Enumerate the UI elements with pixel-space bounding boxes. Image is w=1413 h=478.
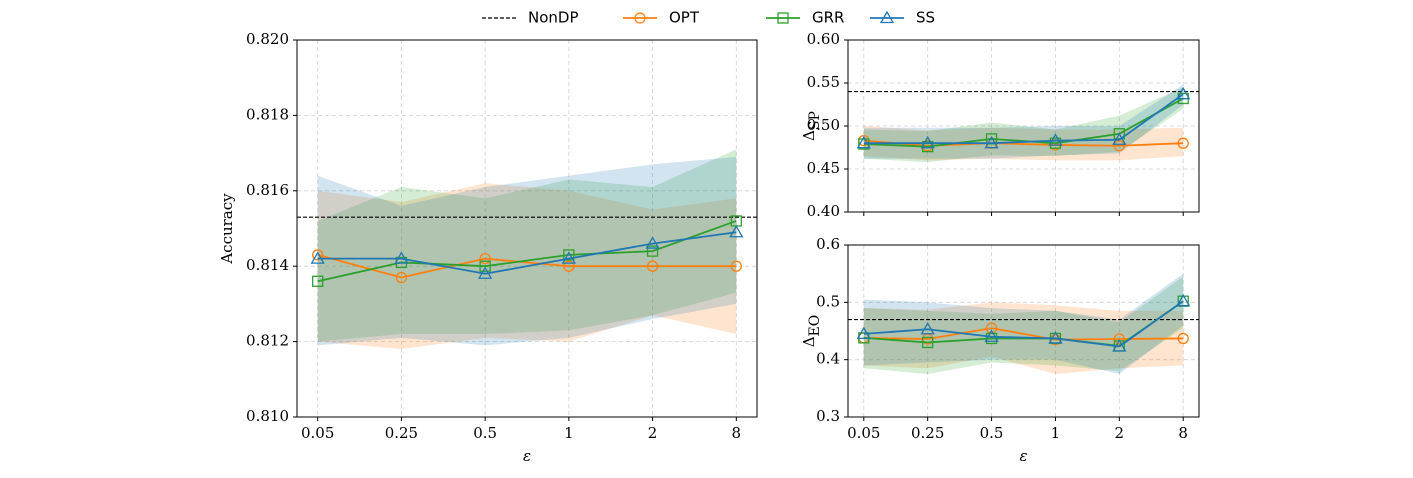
- x-tick-label: 0.05: [847, 424, 880, 442]
- y-label-main: Δ: [800, 130, 818, 141]
- subplot: 0.810 0.812 0.814 0.816 0.818 0.820 0.05 0.25 0.…: [218, 30, 758, 465]
- series-line: [863, 93, 1184, 145]
- marker: [1113, 333, 1125, 345]
- y-tick-label: 0.818: [246, 105, 289, 123]
- legend: NonDP OPT GRR SS: [482, 9, 935, 27]
- marker: [1112, 132, 1127, 145]
- y-label-sub: SP: [807, 111, 823, 130]
- x-tick-label: 0.05: [301, 424, 334, 442]
- x-tick-label: 0.5: [980, 424, 1004, 442]
- axes-frame: [296, 39, 758, 418]
- axes-frame: [847, 39, 1200, 213]
- marker: [478, 266, 493, 279]
- x-axis-label: ε: [523, 447, 531, 465]
- marker: [563, 249, 575, 261]
- series-line: [317, 254, 737, 279]
- y-axis-label: ΔSP: [800, 111, 823, 141]
- y-axis-label: ΔEO: [800, 315, 823, 348]
- y-tick-label: 0.50: [807, 116, 840, 134]
- y-tick-label: 0.820: [246, 30, 289, 48]
- subplot: 0.40 0.45 0.50 0.55 0.60 ΔSP: [800, 30, 1200, 220]
- confidence-band: [317, 156, 737, 346]
- x-tick-label: 0.25: [385, 424, 418, 442]
- x-tick-label: 1: [1051, 424, 1061, 442]
- marker: [395, 271, 408, 284]
- marker: [730, 260, 742, 272]
- x-axis-label: ε: [1019, 447, 1027, 465]
- y-label-sub: EO: [807, 315, 823, 337]
- legend-label: SS: [916, 9, 935, 27]
- marker: [479, 260, 491, 272]
- y-label-main: Accuracy: [218, 193, 236, 265]
- y-tick-label: 0.5: [816, 292, 840, 310]
- marker: [920, 321, 935, 335]
- marker: [1048, 331, 1063, 344]
- x-tick-label: 8: [732, 424, 742, 442]
- y-tick-label: 0.810: [246, 407, 289, 425]
- marker: [922, 336, 934, 349]
- y-axis-label: Accuracy: [218, 193, 236, 265]
- y-tick-label: 0.40: [807, 202, 840, 220]
- marker: [645, 236, 660, 249]
- confidence-band: [863, 276, 1184, 374]
- marker: [1112, 339, 1127, 352]
- marker: [310, 251, 325, 264]
- y-tick-label: 0.816: [246, 181, 289, 199]
- marker: [1177, 332, 1189, 345]
- marker: [856, 326, 871, 340]
- marker: [1048, 133, 1063, 146]
- marker: [729, 224, 744, 238]
- y-label-main: Δ: [800, 336, 818, 347]
- x-tick-label: 0.5: [473, 424, 497, 442]
- x-tick-label: 8: [1178, 424, 1188, 442]
- legend-label: GRR: [812, 9, 844, 27]
- marker: [561, 251, 576, 264]
- marker: [920, 135, 935, 149]
- marker: [312, 275, 324, 287]
- series-line: [317, 231, 737, 275]
- x-tick-label: 2: [1115, 424, 1125, 442]
- legend-label: NonDP: [528, 9, 579, 27]
- axes-frame: [847, 244, 1200, 418]
- y-tick-label: 0.814: [246, 256, 289, 274]
- y-tick-label: 0.6: [816, 235, 840, 253]
- y-tick-label: 0.45: [807, 159, 840, 177]
- y-tick-label: 0.812: [246, 332, 289, 350]
- marker: [646, 260, 659, 272]
- x-tick-label: 2: [648, 424, 658, 442]
- series-line: [863, 300, 1184, 348]
- marker: [1113, 140, 1125, 152]
- marker: [563, 260, 575, 272]
- marker: [879, 10, 895, 24]
- y-tick-label: 0.55: [807, 73, 840, 91]
- marker: [1176, 86, 1191, 100]
- y-tick-label: 0.3: [816, 407, 840, 425]
- marker: [646, 245, 659, 257]
- marker: [1176, 293, 1191, 307]
- x-tick-label: 0.25: [911, 424, 944, 442]
- series-line: [317, 220, 737, 283]
- confidence-band: [317, 149, 737, 342]
- x-tick-label: 1: [564, 424, 574, 442]
- y-tick-label: 0.60: [807, 30, 840, 48]
- marker: [777, 12, 789, 24]
- y-tick-label: 0.4: [816, 350, 840, 368]
- series-line: [863, 139, 1184, 147]
- subplot: 0.3 0.4 0.5 0.6 0.05 0.25 0.5 1 2 8 ΔEO ε: [800, 235, 1200, 465]
- marker: [394, 251, 409, 264]
- marker: [856, 135, 871, 149]
- marker: [312, 249, 324, 261]
- marker: [984, 329, 999, 342]
- marker: [984, 135, 999, 149]
- marker: [479, 253, 491, 265]
- legend-label: OPT: [669, 9, 700, 27]
- confidence-band: [863, 273, 1184, 374]
- marker: [1177, 137, 1189, 149]
- marker: [634, 12, 646, 24]
